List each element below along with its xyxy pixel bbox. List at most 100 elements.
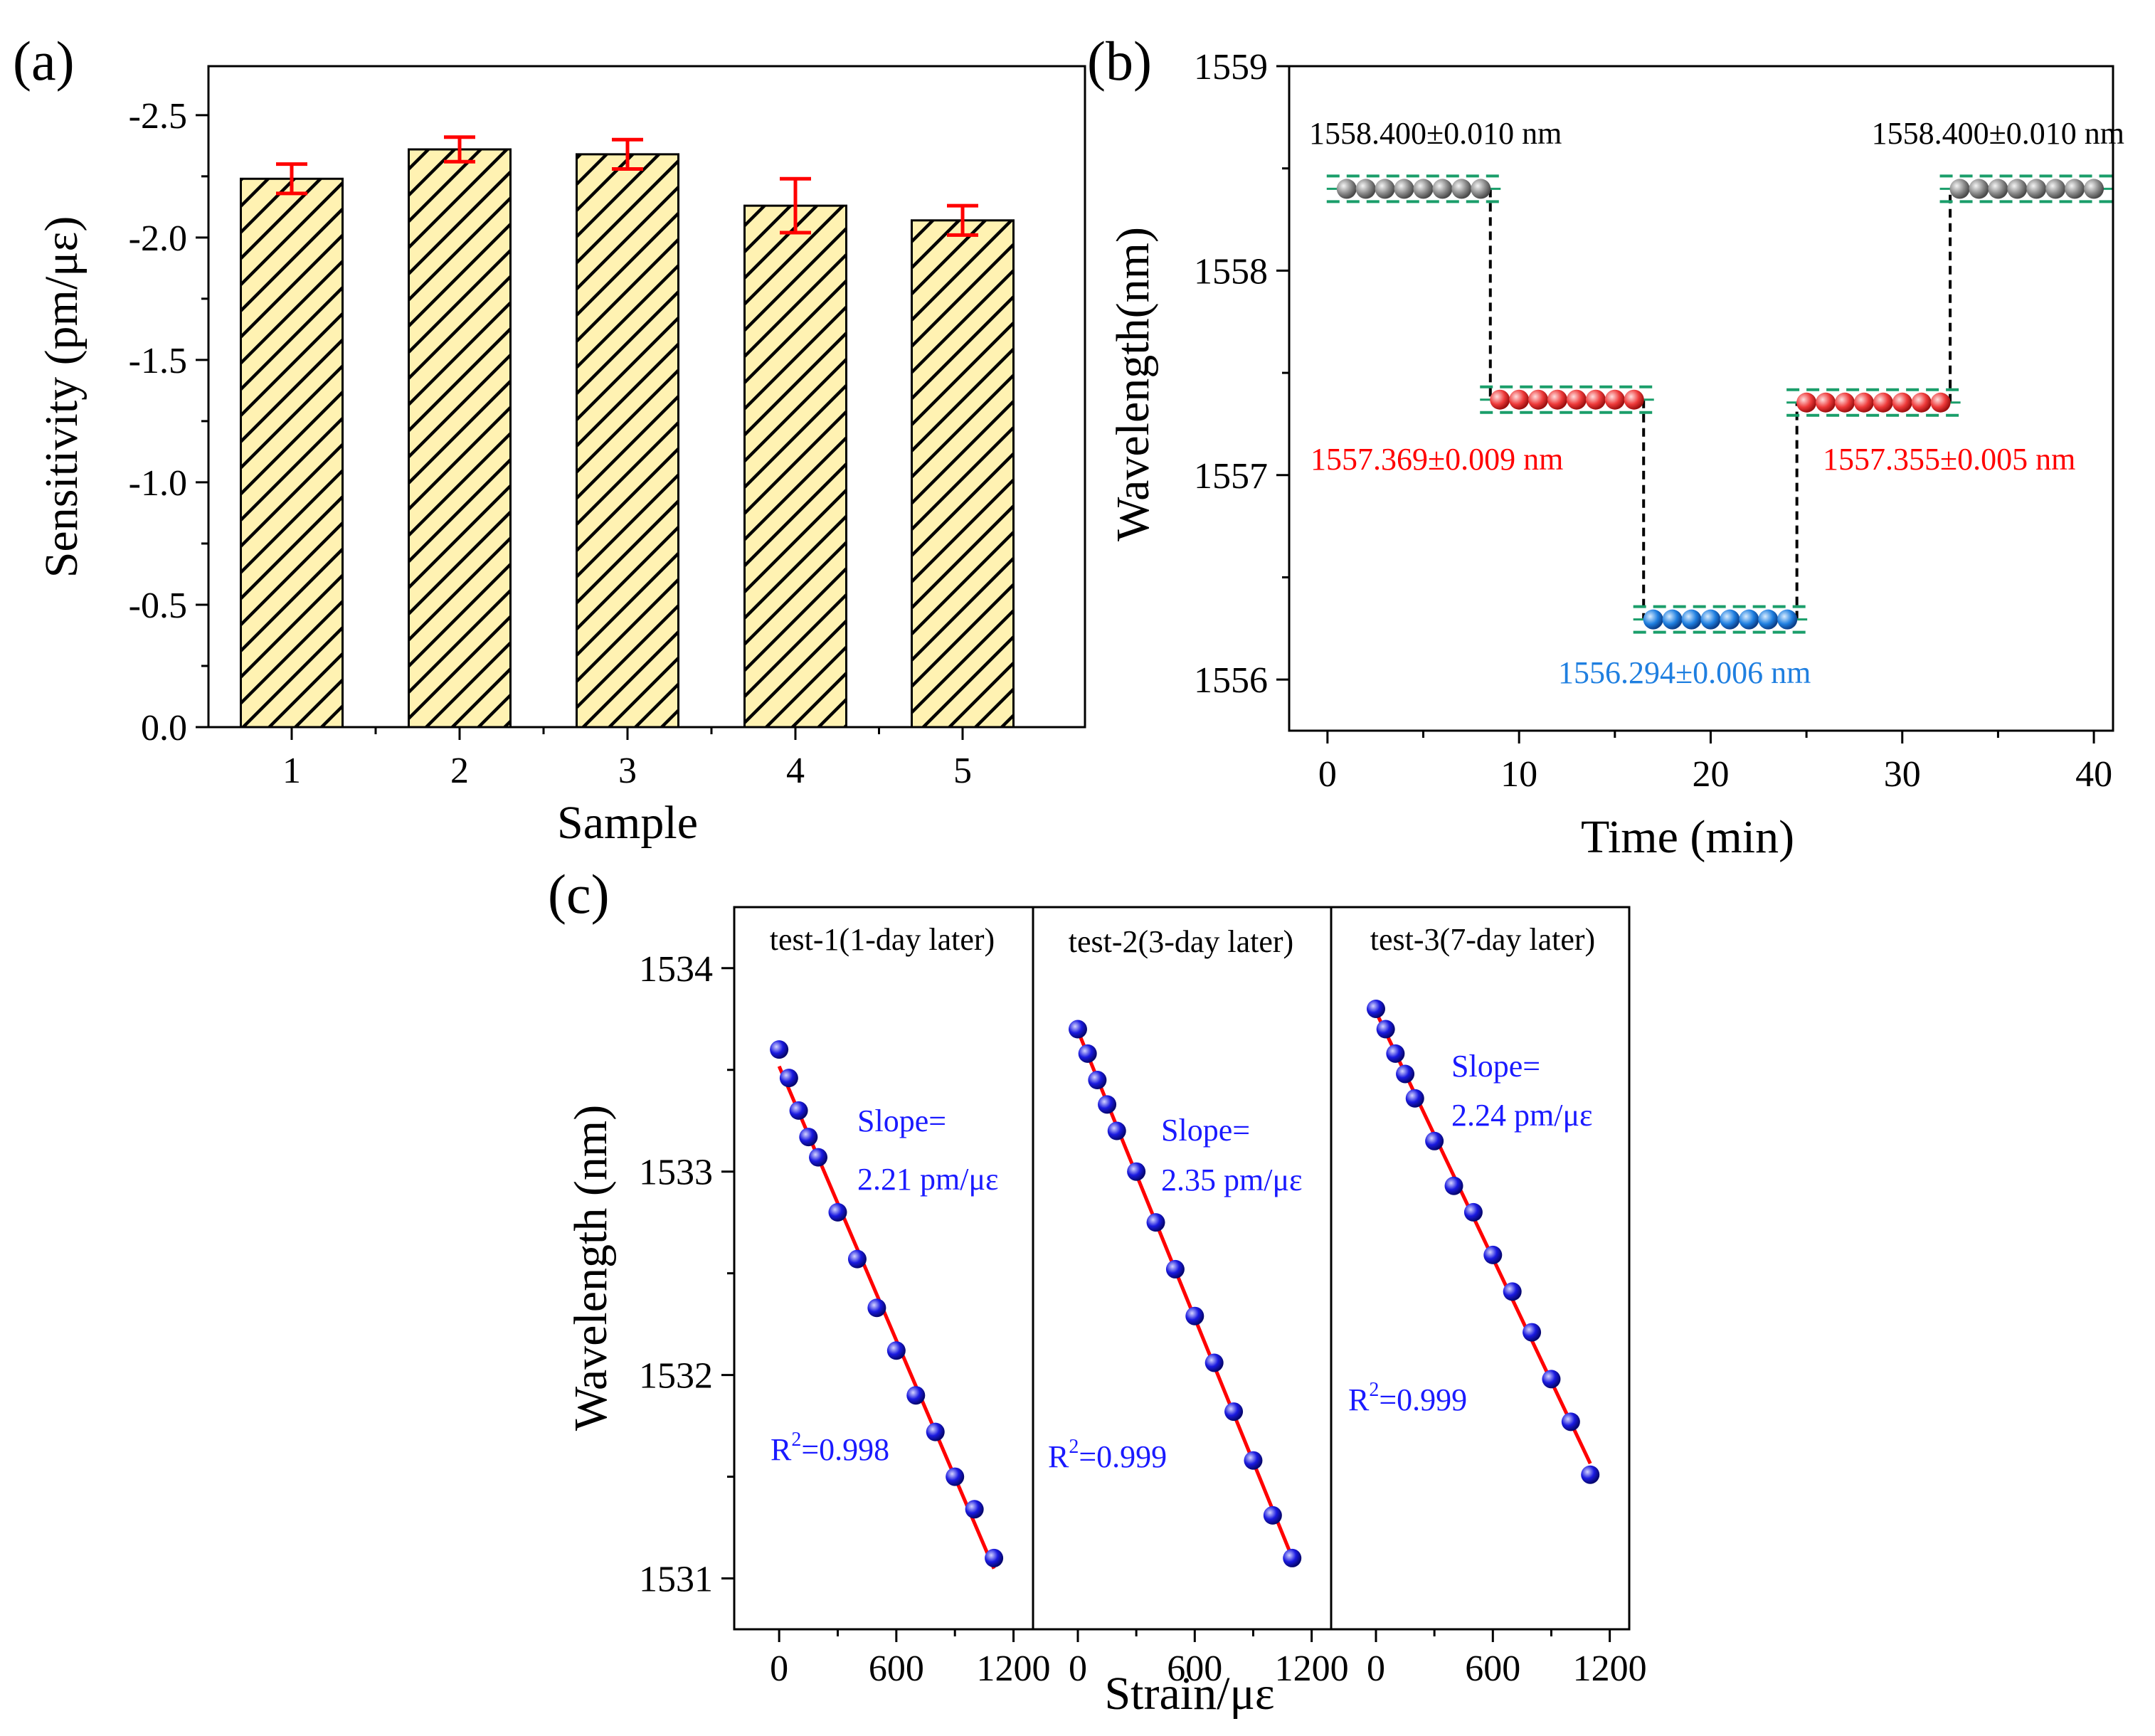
segment-2-point bbox=[1624, 389, 1644, 410]
data-point bbox=[965, 1500, 984, 1519]
data-point bbox=[1283, 1548, 1302, 1567]
segment-3-point bbox=[1720, 609, 1740, 630]
subplot-1 bbox=[770, 1040, 1004, 1570]
segment-5-point bbox=[1988, 179, 2008, 199]
data-point bbox=[1561, 1412, 1580, 1431]
panel-a-x-axis-title: Sample bbox=[557, 797, 698, 849]
panel-b-frame bbox=[1288, 65, 2114, 732]
data-point bbox=[1224, 1402, 1244, 1422]
x-tick-label: 0 bbox=[1069, 1648, 1087, 1689]
segment-2-point bbox=[1509, 389, 1530, 410]
data-point bbox=[926, 1422, 945, 1441]
data-point bbox=[770, 1040, 789, 1059]
error-bar-2 bbox=[444, 135, 475, 164]
segment-2-point bbox=[1547, 389, 1568, 410]
y-tick-label: -1.0 bbox=[129, 463, 187, 504]
data-point bbox=[1463, 1202, 1483, 1222]
error-bar-3 bbox=[612, 137, 643, 171]
subplot-3-slope-label: Slope= bbox=[1451, 1049, 1540, 1084]
x-tick-label: 1200 bbox=[1275, 1648, 1349, 1689]
panel-a-bars bbox=[240, 148, 1015, 729]
segment-5-point bbox=[2065, 179, 2085, 199]
panel-b-points bbox=[1336, 179, 2104, 630]
data-point bbox=[1386, 1044, 1405, 1063]
y-tick-label: 0.0 bbox=[141, 708, 187, 748]
data-point bbox=[1581, 1465, 1600, 1484]
subplot-3-r2: R2=0.999 bbox=[1348, 1379, 1467, 1417]
segment-2-point bbox=[1490, 389, 1510, 410]
segment-3-point bbox=[1681, 609, 1702, 630]
panel-c-y-ticks: 1531 1532 1533 1534 bbox=[639, 949, 734, 1600]
level-5-label: 1558.400±0.010 nm bbox=[1872, 116, 2124, 151]
level-3-label: 1556.294±0.006 nm bbox=[1558, 655, 1811, 690]
data-point bbox=[1165, 1259, 1185, 1279]
data-point bbox=[799, 1128, 818, 1147]
data-point bbox=[1068, 1020, 1087, 1039]
segment-2-point bbox=[1528, 389, 1549, 410]
panel-b-y-axis-title: Wavelength(nm) bbox=[1107, 227, 1159, 541]
panel-c-x-ticks: 0 600 1200 0 600 1200 0 600 1200 bbox=[770, 1629, 1647, 1689]
x-tick-label: 600 bbox=[1465, 1648, 1520, 1689]
segment-1-point bbox=[1355, 179, 1376, 199]
y-tick-label: -1.5 bbox=[129, 341, 187, 381]
panel-b-x-axis-title: Time (min) bbox=[1581, 811, 1794, 863]
subplot-1-slope-value: 2.21 pm/με bbox=[857, 1162, 999, 1197]
segment-4-point bbox=[1892, 392, 1912, 413]
segment-5-point bbox=[1969, 179, 1989, 199]
subplot-3 bbox=[1366, 999, 1600, 1484]
level-4-label: 1557.355±0.005 nm bbox=[1823, 442, 2075, 477]
error-bar-5 bbox=[947, 203, 978, 237]
panel-c: (c) 1531 1532 1533 1534 0 600 1200 0 600 1200 0 60… bbox=[548, 863, 1647, 1720]
data-point bbox=[1185, 1306, 1204, 1325]
data-point bbox=[1396, 1064, 1415, 1084]
bar-2 bbox=[408, 148, 512, 729]
subplot-1-r2: R2=0.998 bbox=[771, 1429, 889, 1467]
segment-4-point bbox=[1834, 392, 1855, 413]
data-point bbox=[906, 1386, 926, 1405]
data-point bbox=[1503, 1282, 1522, 1301]
x-tick-label: 600 bbox=[869, 1648, 924, 1689]
x-tick-label: 3 bbox=[618, 751, 637, 791]
segment-3-point bbox=[1758, 609, 1779, 630]
segment-3-point bbox=[1777, 609, 1798, 630]
segment-4-point bbox=[1930, 392, 1951, 413]
subplot-2 bbox=[1068, 1020, 1302, 1567]
error-bar-1 bbox=[276, 162, 307, 196]
y-tick-label: 1557 bbox=[1194, 456, 1268, 497]
segment-3-point bbox=[1662, 609, 1683, 630]
subplot-2-slope-label: Slope= bbox=[1161, 1113, 1250, 1148]
bar-5 bbox=[911, 219, 1015, 729]
panel-c-x-axis-title: Strain/με bbox=[1104, 1668, 1274, 1720]
data-point bbox=[1483, 1245, 1503, 1264]
data-point bbox=[1366, 999, 1385, 1018]
data-point bbox=[1078, 1044, 1097, 1063]
y-tick-label: 1559 bbox=[1194, 47, 1268, 88]
panel-a-error-bars bbox=[276, 135, 978, 237]
segment-1-point bbox=[1413, 179, 1434, 199]
panel-a-y-ticks: 0.0 -0.5 -1.0 -1.5 -2.0 -2.5 bbox=[129, 96, 208, 748]
x-tick-label: 1200 bbox=[977, 1648, 1051, 1689]
panel-a: (a) 0.0 -0.5 -1.0 -1.5 -2.0 -2.5 1 2 3 4 5 Sensit… bbox=[13, 30, 1086, 849]
segment-5-point bbox=[2084, 179, 2104, 199]
data-point bbox=[946, 1467, 965, 1486]
bar-3 bbox=[576, 153, 679, 729]
segment-3-point bbox=[1739, 609, 1759, 630]
segment-5-point bbox=[1949, 179, 1970, 199]
bar-1 bbox=[240, 177, 344, 729]
panel-b-x-ticks: 0 10 20 30 40 bbox=[1318, 731, 2112, 795]
panel-a-y-axis-title: Sensitivity (pm/με) bbox=[36, 216, 88, 578]
x-tick-label: 0 bbox=[1318, 754, 1337, 795]
panel-c-content bbox=[770, 999, 1600, 1570]
y-tick-label: 1556 bbox=[1194, 660, 1268, 701]
x-tick-label: 0 bbox=[770, 1648, 788, 1689]
panel-c-frame bbox=[733, 906, 1631, 1631]
error-bar-4 bbox=[780, 176, 811, 235]
data-point bbox=[1098, 1095, 1117, 1114]
level-1-label: 1558.400±0.010 nm bbox=[1309, 116, 1562, 151]
x-tick-label: 30 bbox=[1884, 754, 1921, 795]
y-tick-label: 1533 bbox=[639, 1153, 713, 1193]
data-point bbox=[1376, 1020, 1395, 1039]
panel-c-label: (c) bbox=[548, 863, 610, 925]
data-point bbox=[1107, 1121, 1126, 1140]
segment-2-point bbox=[1585, 389, 1606, 410]
